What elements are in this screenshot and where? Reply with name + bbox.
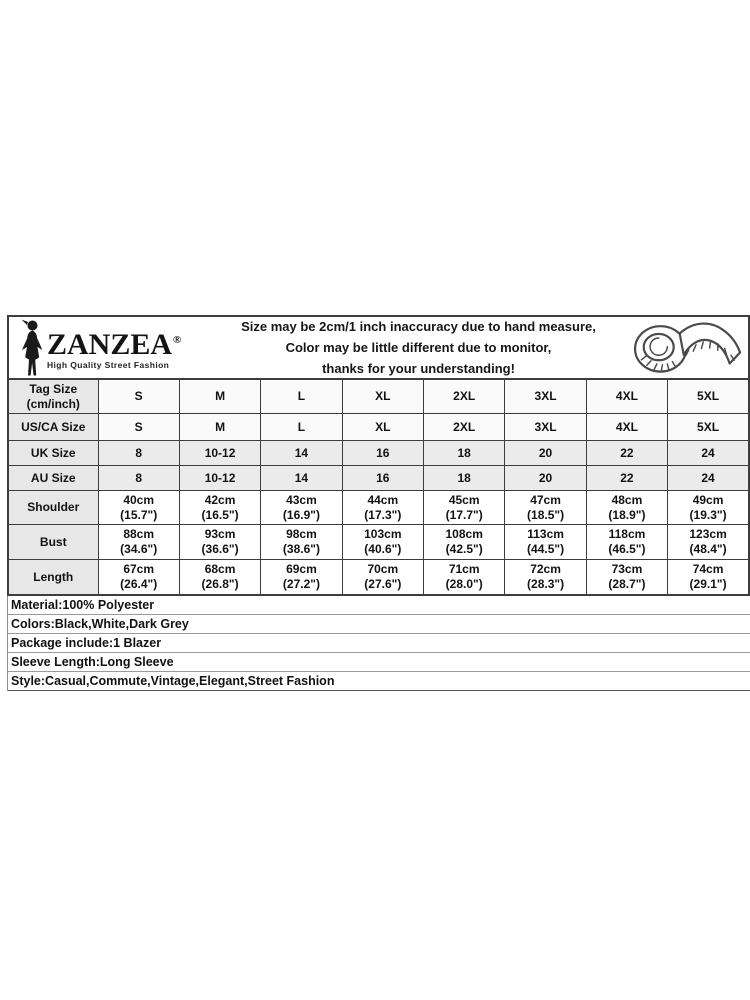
size-cell: 98cm (38.6"): [260, 524, 343, 560]
size-cell: 47cm (18.5"): [504, 490, 587, 525]
size-cell: 67cm (26.4"): [97, 559, 180, 596]
brand-text-block: ZANZEA® High Quality Street Fashion: [47, 326, 181, 370]
disclaimer-line: thanks for your understanding!: [322, 361, 515, 376]
measuring-tape-icon: [623, 318, 748, 378]
size-cell: 103cm (40.6"): [341, 524, 425, 560]
row-label: Bust: [7, 524, 99, 560]
size-cell: 42cm (16.5"): [178, 490, 262, 525]
size-cell: 5XL: [667, 378, 750, 414]
row-label: Length: [7, 559, 99, 596]
size-cell: XL: [341, 413, 425, 441]
size-chart-content: ZANZEA® High Quality Street Fashion Size…: [7, 315, 750, 691]
size-cell: 14: [260, 465, 343, 491]
size-cell: M: [178, 413, 262, 441]
size-cell: 24: [667, 465, 750, 491]
size-cell: 3XL: [504, 413, 587, 441]
size-cell: 49cm (19.3"): [667, 490, 750, 525]
size-cell: 16: [341, 440, 425, 466]
size-cell: 8: [97, 465, 180, 491]
size-cell: 5XL: [667, 413, 750, 441]
size-cell: M: [178, 378, 262, 414]
size-table-body: Tag Size (cm/inch) S M L XL 2XL 3XL 4XL 5XL US/CA…: [7, 378, 750, 596]
size-cell: 16: [341, 465, 425, 491]
woman-figure-icon: [19, 319, 45, 377]
size-cell: 73cm (28.7"): [585, 559, 669, 596]
size-cell: 2XL: [422, 413, 506, 441]
size-cell: 69cm (27.2"): [260, 559, 343, 596]
size-cell: 3XL: [504, 378, 587, 414]
size-cell: 2XL: [422, 378, 506, 414]
size-cell: 10-12: [178, 465, 262, 491]
size-cell: 8: [97, 440, 180, 466]
size-table: Tag Size (cm/inch) S M L XL 2XL 3XL 4XL 5XL US/CA…: [7, 378, 750, 596]
size-cell: 4XL: [585, 413, 669, 441]
row-label: US/CA Size: [7, 413, 99, 441]
size-cell: L: [260, 413, 343, 441]
row-label: Tag Size (cm/inch): [7, 378, 99, 414]
detail-line: Sleeve Length:Long Sleeve: [8, 653, 750, 672]
size-cell: 4XL: [585, 378, 669, 414]
table-row: Tag Size (cm/inch) S M L XL 2XL 3XL 4XL 5XL: [7, 378, 750, 414]
size-cell: 68cm (26.8"): [178, 559, 262, 596]
size-cell: 108cm (42.5"): [422, 524, 506, 560]
size-cell: 44cm (17.3"): [341, 490, 425, 525]
size-cell: 113cm (44.5"): [504, 524, 587, 560]
size-cell: 10-12: [178, 440, 262, 466]
brand-logo: ZANZEA® High Quality Street Fashion: [9, 319, 214, 377]
row-label: AU Size: [7, 465, 99, 491]
header: ZANZEA® High Quality Street Fashion Size…: [7, 315, 750, 378]
product-details: Material:100% Polyester Colors:Black,Whit…: [7, 596, 750, 691]
size-cell: 20: [504, 465, 587, 491]
size-cell: 72cm (28.3"): [504, 559, 587, 596]
size-cell: 118cm (46.5"): [585, 524, 669, 560]
size-cell: S: [97, 413, 180, 441]
size-cell: 93cm (36.6"): [178, 524, 262, 560]
size-cell: 18: [422, 440, 506, 466]
brand-name: ZANZEA®: [47, 327, 182, 361]
size-cell: 14: [260, 440, 343, 466]
row-label: Shoulder: [7, 490, 99, 525]
registered-mark: ®: [173, 333, 182, 346]
size-cell: 22: [585, 465, 669, 491]
detail-line: Package include:1 Blazer: [8, 634, 750, 653]
table-row: UK Size 8 10-12 14 16 18 20 22 24: [7, 440, 750, 466]
row-label: UK Size: [7, 440, 99, 466]
size-cell: 71cm (28.0"): [422, 559, 506, 596]
size-cell: 40cm (15.7"): [97, 490, 180, 525]
size-cell: 123cm (48.4"): [667, 524, 750, 560]
size-cell: 18: [422, 465, 506, 491]
detail-line: Colors:Black,White,Dark Grey: [8, 615, 750, 634]
table-row: US/CA Size S M L XL 2XL 3XL 4XL 5XL: [7, 413, 750, 441]
table-row: Bust 88cm (34.6") 93cm (36.6") 98cm (38.6")…: [7, 524, 750, 560]
size-cell: S: [97, 378, 180, 414]
size-cell: 48cm (18.9"): [585, 490, 669, 525]
table-row: AU Size 8 10-12 14 16 18 20 22 24: [7, 465, 750, 491]
detail-line: Style:Casual,Commute,Vintage,Elegant,Str…: [8, 672, 750, 691]
size-cell: 74cm (29.1"): [667, 559, 750, 596]
table-row: Length 67cm (26.4") 68cm (26.8") 69cm (27.2…: [7, 559, 750, 596]
brand-tagline: High Quality Street Fashion: [47, 359, 170, 370]
size-cell: XL: [341, 378, 425, 414]
size-cell: 20: [504, 440, 587, 466]
size-cell: L: [260, 378, 343, 414]
size-cell: 22: [585, 440, 669, 466]
disclaimer-text: Size may be 2cm/1 inch inaccuracy due to…: [214, 316, 623, 379]
size-cell: 45cm (17.7"): [422, 490, 506, 525]
table-row: Shoulder 40cm (15.7") 42cm (16.5") 43cm (16…: [7, 490, 750, 525]
size-cell: 70cm (27.6"): [341, 559, 425, 596]
disclaimer-line: Color may be little different due to mon…: [285, 340, 552, 355]
disclaimer-line: Size may be 2cm/1 inch inaccuracy due to…: [241, 319, 596, 334]
detail-line: Material:100% Polyester: [8, 596, 750, 615]
size-cell: 43cm (16.9"): [260, 490, 343, 525]
size-cell: 24: [667, 440, 750, 466]
size-cell: 88cm (34.6"): [97, 524, 180, 560]
